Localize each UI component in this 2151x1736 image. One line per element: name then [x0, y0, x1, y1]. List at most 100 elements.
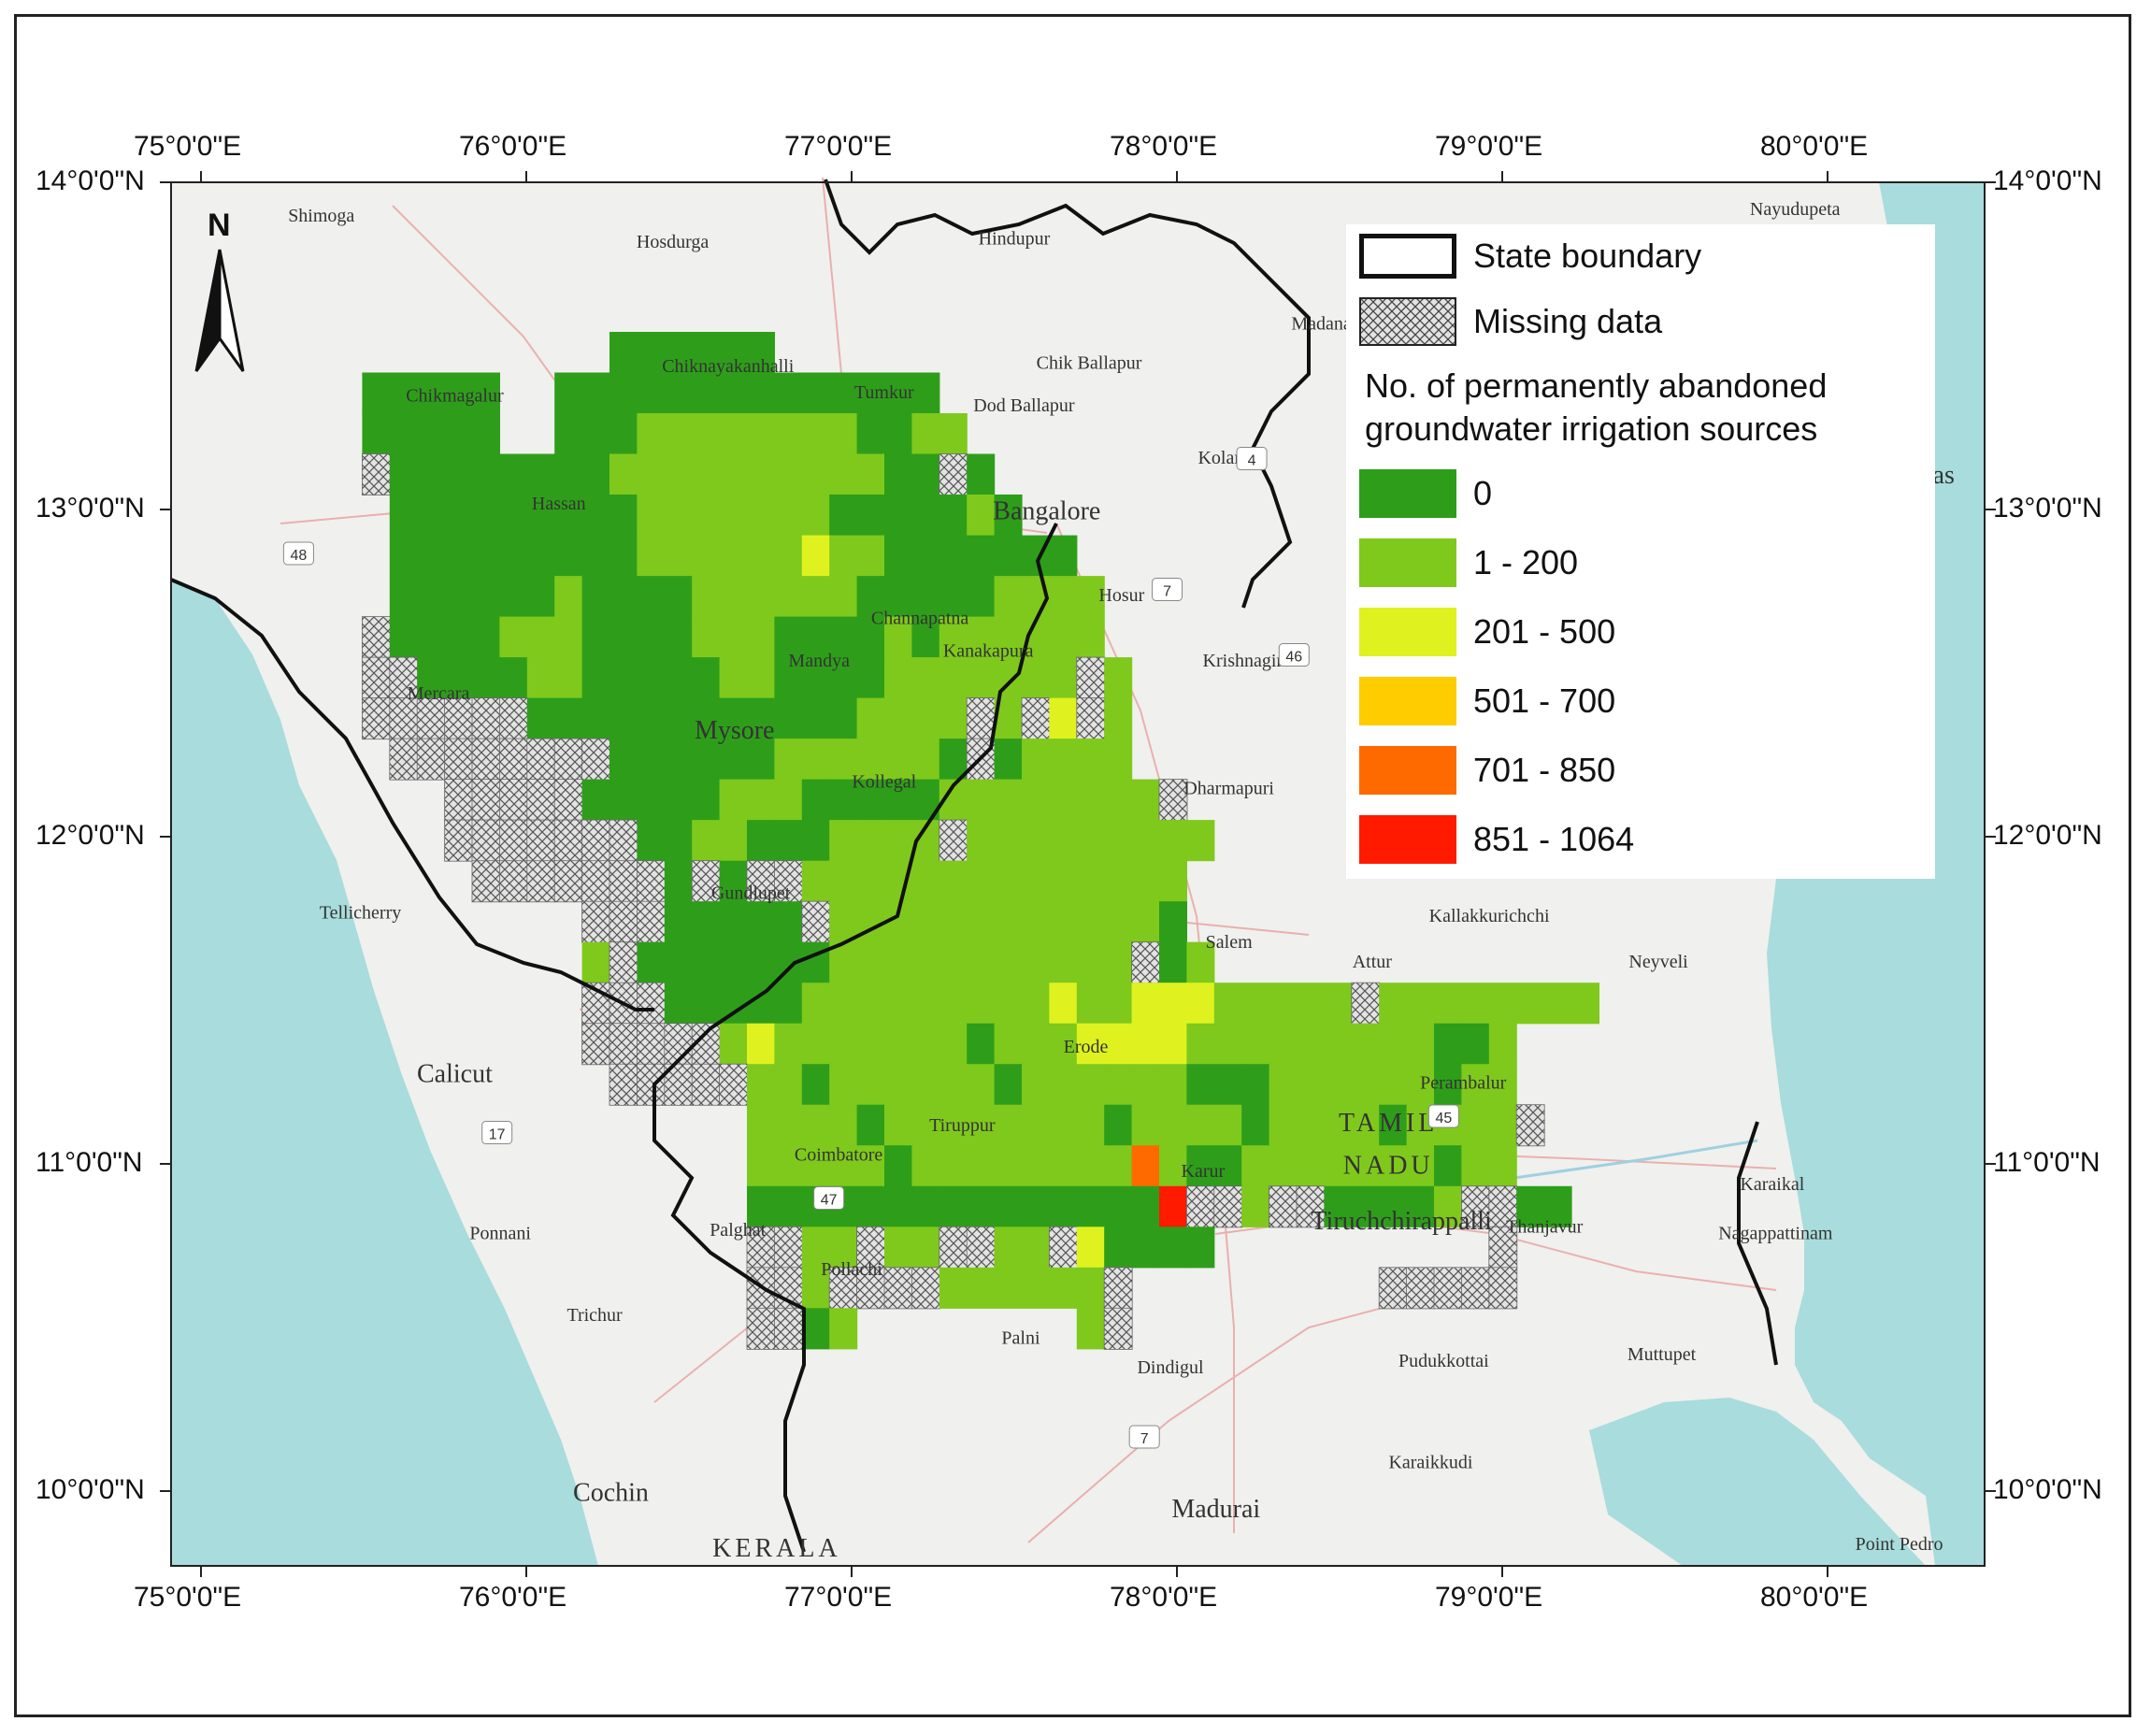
grid-cell-class-0[interactable]: [801, 372, 830, 414]
grid-cell-class-0[interactable]: [417, 657, 446, 699]
missing-data-cell[interactable]: [416, 697, 446, 740]
missing-data-cell[interactable]: [1021, 697, 1051, 740]
grid-cell-class-1[interactable]: [1049, 1145, 1078, 1187]
grid-cell-class-1[interactable]: [1324, 1064, 1353, 1106]
missing-data-cell[interactable]: [609, 941, 638, 984]
grid-cell-class-0[interactable]: [801, 616, 830, 658]
grid-cell-class-0[interactable]: [472, 453, 500, 495]
grid-cell-class-1[interactable]: [1022, 1267, 1050, 1309]
grid-cell-class-0[interactable]: [609, 779, 638, 821]
grid-cell-class-1[interactable]: [1269, 1023, 1298, 1065]
grid-cell-class-1[interactable]: [1351, 1145, 1380, 1187]
grid-cell-class-0[interactable]: [884, 779, 912, 821]
grid-cell-class-1[interactable]: [1049, 616, 1078, 658]
grid-cell-class-0[interactable]: [499, 453, 528, 495]
missing-data-cell[interactable]: [1269, 1185, 1298, 1228]
grid-cell-class-1[interactable]: [554, 616, 583, 658]
grid-cell-class-0[interactable]: [609, 739, 638, 781]
grid-cell-class-0[interactable]: [472, 372, 500, 414]
grid-cell-class-5[interactable]: [1159, 1185, 1187, 1227]
grid-cell-class-1[interactable]: [801, 860, 830, 902]
grid-cell-class-1[interactable]: [1241, 1185, 1270, 1227]
grid-cell-class-1[interactable]: [856, 820, 885, 862]
grid-cell-class-1[interactable]: [994, 1267, 1023, 1309]
grid-cell-class-1[interactable]: [1022, 1064, 1050, 1106]
grid-cell-class-1[interactable]: [911, 739, 940, 781]
grid-cell-class-1[interactable]: [774, 576, 803, 618]
grid-cell-class-1[interactable]: [1461, 983, 1490, 1025]
grid-cell-class-0[interactable]: [719, 739, 748, 781]
grid-cell-class-1[interactable]: [1104, 657, 1133, 699]
grid-cell-class-1[interactable]: [829, 1064, 858, 1106]
missing-data-cell[interactable]: [499, 738, 528, 781]
grid-cell-class-2[interactable]: [1076, 1023, 1105, 1065]
grid-cell-class-0[interactable]: [967, 1023, 996, 1065]
grid-cell-class-0[interactable]: [444, 453, 473, 495]
missing-data-cell[interactable]: [1158, 779, 1188, 822]
grid-cell-class-1[interactable]: [801, 1227, 830, 1269]
grid-cell-class-1[interactable]: [1324, 983, 1353, 1025]
grid-cell-class-0[interactable]: [664, 860, 693, 902]
grid-cell-class-1[interactable]: [829, 413, 858, 455]
grid-cell-class-1[interactable]: [911, 860, 940, 902]
grid-cell-class-1[interactable]: [692, 535, 721, 577]
missing-data-cell[interactable]: [581, 1023, 610, 1066]
grid-cell-class-0[interactable]: [829, 495, 858, 537]
grid-cell-class-1[interactable]: [747, 413, 775, 455]
grid-cell-class-1[interactable]: [994, 860, 1023, 902]
grid-cell-class-0[interactable]: [444, 576, 473, 618]
grid-cell-class-1[interactable]: [911, 1227, 940, 1269]
grid-cell-class-1[interactable]: [994, 820, 1023, 862]
grid-cell-class-0[interactable]: [581, 576, 610, 618]
grid-cell-class-0[interactable]: [994, 739, 1023, 781]
grid-cell-class-0[interactable]: [1434, 1023, 1462, 1065]
grid-cell-class-0[interactable]: [747, 901, 775, 943]
grid-cell-class-0[interactable]: [939, 576, 968, 618]
grid-cell-class-1[interactable]: [1076, 739, 1105, 781]
grid-cell-class-0[interactable]: [1186, 1227, 1215, 1269]
grid-cell-class-0[interactable]: [472, 535, 500, 577]
grid-cell-class-0[interactable]: [747, 1185, 775, 1227]
missing-data-cell[interactable]: [883, 1267, 913, 1310]
grid-cell-class-0[interactable]: [664, 901, 693, 943]
grid-cells[interactable]: [361, 332, 1599, 1350]
grid-cell-class-0[interactable]: [1131, 1227, 1160, 1269]
grid-cell-class-1[interactable]: [1131, 1104, 1160, 1146]
grid-cell-class-0[interactable]: [1159, 1227, 1187, 1269]
grid-cell-class-1[interactable]: [911, 657, 940, 699]
grid-cell-class-0[interactable]: [526, 453, 555, 495]
grid-cell-class-1[interactable]: [1379, 1145, 1408, 1187]
grid-cell-class-1[interactable]: [1104, 779, 1133, 821]
missing-data-cell[interactable]: [553, 779, 583, 822]
grid-cell-class-1[interactable]: [829, 576, 858, 618]
grid-cell-class-1[interactable]: [967, 941, 996, 983]
missing-data-cell[interactable]: [719, 1063, 748, 1106]
grid-cell-class-0[interactable]: [829, 372, 858, 414]
grid-cell-class-0[interactable]: [747, 332, 775, 374]
grid-cell-class-1[interactable]: [554, 657, 583, 699]
grid-cell-class-0[interactable]: [554, 535, 583, 577]
grid-cell-class-1[interactable]: [1379, 1064, 1408, 1106]
grid-cell-class-0[interactable]: [609, 697, 638, 739]
grid-cell-class-1[interactable]: [664, 453, 693, 495]
grid-cell-class-1[interactable]: [554, 576, 583, 618]
grid-cell-class-1[interactable]: [719, 535, 748, 577]
grid-cell-class-1[interactable]: [692, 413, 721, 455]
missing-data-cell[interactable]: [526, 738, 556, 781]
grid-cell-class-0[interactable]: [444, 413, 473, 455]
missing-data-cell[interactable]: [1488, 1267, 1518, 1310]
grid-cell-class-0[interactable]: [1049, 1185, 1078, 1227]
grid-cell-class-1[interactable]: [801, 1145, 830, 1187]
grid-cell-class-0[interactable]: [939, 1185, 968, 1227]
grid-cell-class-0[interactable]: [1159, 901, 1187, 943]
missing-data-cell[interactable]: [609, 819, 638, 862]
missing-data-cell[interactable]: [1488, 1226, 1518, 1269]
grid-cell-class-2[interactable]: [1104, 1023, 1133, 1065]
grid-cell-class-1[interactable]: [747, 657, 775, 699]
missing-data-cell[interactable]: [746, 1226, 776, 1269]
grid-cell-class-0[interactable]: [609, 495, 638, 537]
grid-cell-class-1[interactable]: [1076, 860, 1105, 902]
grid-cell-class-0[interactable]: [1022, 1185, 1050, 1227]
grid-cell-class-1[interactable]: [1379, 1023, 1408, 1065]
grid-cell-class-1[interactable]: [1049, 739, 1078, 781]
